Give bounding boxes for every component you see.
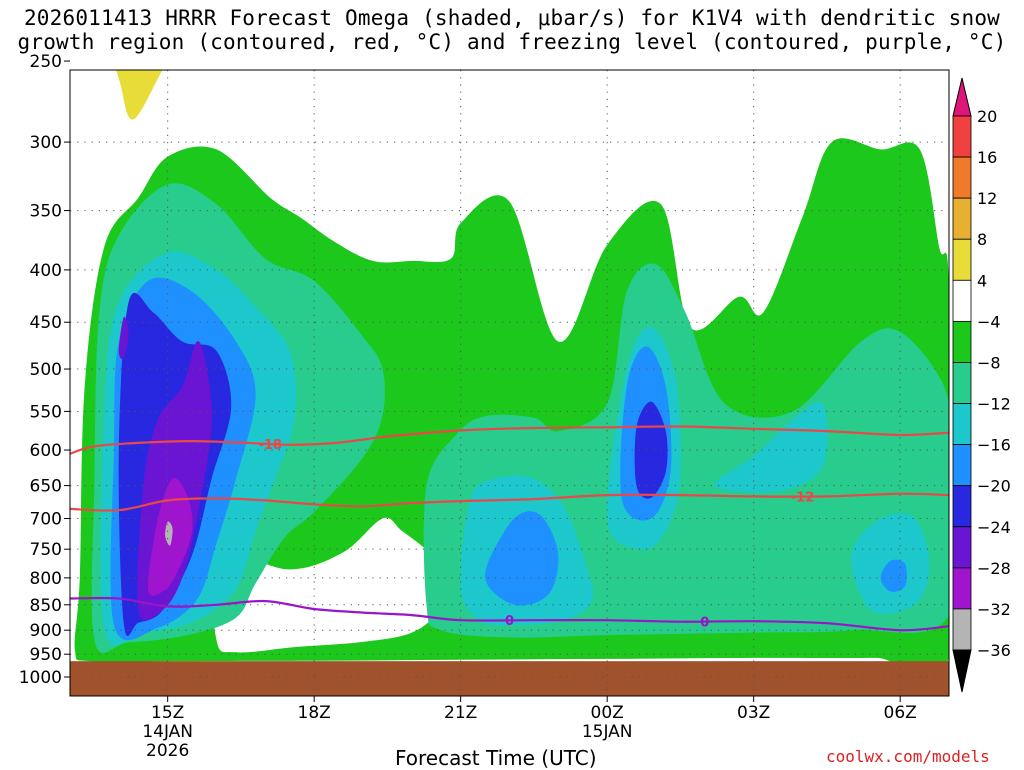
credit-text: coolwx.com/models xyxy=(826,747,990,766)
colorbar-bin-12 xyxy=(952,567,972,610)
y-tick-label-650: 650 xyxy=(30,477,62,497)
x-tick-date-00Z: 15JAN xyxy=(582,722,633,742)
x-tick-label-18Z: 18Z xyxy=(298,703,331,723)
chart-title: 2026011413 HRRR Forecast Omega (shaded, … xyxy=(0,6,1024,54)
colorbar-tick-2: 12 xyxy=(977,189,997,208)
omega-region-neg34-20 xyxy=(165,521,173,546)
y-tick-label-700: 700 xyxy=(30,510,62,530)
y-tick-label-500: 500 xyxy=(30,360,62,380)
colorbar-bin-3 xyxy=(952,197,972,240)
omega-region-6-0 xyxy=(115,70,163,120)
omega-region-neg26-18 xyxy=(118,316,129,360)
colorbar-bin-9 xyxy=(952,444,972,487)
colorbar-bin-2 xyxy=(952,156,972,199)
colorbar-tick-10: −24 xyxy=(977,518,1011,537)
y-tick-label-800: 800 xyxy=(30,569,62,589)
surface-terrain xyxy=(70,661,949,696)
colorbar-bin-6 xyxy=(952,320,972,363)
colorbar-tick-11: −28 xyxy=(977,559,1011,578)
y-tick-label-950: 950 xyxy=(30,645,62,665)
contour-0 xyxy=(70,596,949,632)
x-tick-date-15Z: 14JAN xyxy=(142,722,193,742)
contour-neg18 xyxy=(70,425,949,455)
colorbar-arrow-top xyxy=(952,77,972,117)
colorbar-tick-0: 20 xyxy=(977,107,997,126)
colorbar-tick-9: −20 xyxy=(977,477,1011,496)
colorbar-bin-10 xyxy=(952,485,972,528)
colorbar-tick-8: −16 xyxy=(977,436,1011,455)
contour-label-neg18-0: -18 xyxy=(258,438,282,453)
colorbar-tick-12: −32 xyxy=(977,600,1011,619)
y-tick-label-400: 400 xyxy=(30,261,62,281)
x-tick-label-15Z: 15Z xyxy=(151,703,184,723)
colorbar-bin-1 xyxy=(952,115,972,158)
colorbar-bin-13 xyxy=(952,608,972,651)
x-tick-label-00Z: 00Z xyxy=(591,703,624,723)
y-tick-label-1000: 1000 xyxy=(19,668,62,688)
y-tick-label-300: 300 xyxy=(30,133,62,153)
colorbar-tick-13: −36 xyxy=(977,641,1011,660)
y-tick-label-900: 900 xyxy=(30,621,62,641)
title-line-1: 2026011413 HRRR Forecast Omega (shaded, … xyxy=(23,6,1001,30)
omega-region-neg18-12 xyxy=(484,511,559,606)
pressure-axis: 250 300 350 400 450 500 550 600 650 700 750 800 850 9… xyxy=(19,52,70,688)
y-tick-label-450: 450 xyxy=(30,313,62,333)
y-tick-label-350: 350 xyxy=(30,202,62,222)
colorbar-tick-5: −4 xyxy=(977,312,1001,331)
x-tick-label-03Z: 03Z xyxy=(737,703,770,723)
y-tick-label-600: 600 xyxy=(30,441,62,461)
plot-frame xyxy=(69,69,950,697)
x-axis-label: Forecast Time (UTC) xyxy=(395,746,597,770)
colorbar: 20 16 12 8 4 −4 −8 −12 −16 −20 −24 −28 −32 −36 xyxy=(952,77,1011,693)
omega-region-neg6-3 xyxy=(210,517,452,653)
colorbar-arrow-bottom xyxy=(952,649,972,693)
omega-region-neg14-9 xyxy=(714,402,828,493)
colorbar-tick-1: 16 xyxy=(977,148,997,167)
y-tick-label-850: 850 xyxy=(30,596,62,616)
colorbar-tick-3: 8 xyxy=(977,230,987,249)
colorbar-bin-7 xyxy=(952,362,972,404)
y-tick-label-550: 550 xyxy=(30,402,62,422)
colorbar-bin-11 xyxy=(952,526,972,569)
colorbar-bin-8 xyxy=(952,403,972,446)
colorbar-bin-4 xyxy=(952,238,972,281)
x-tick-year-15Z: 2026 xyxy=(146,741,189,761)
contour-neg12 xyxy=(70,492,949,512)
temperature-contours: -18 -12 0 0 xyxy=(70,425,949,632)
y-tick-label-250: 250 xyxy=(30,52,62,72)
contour-label-neg12-0: -12 xyxy=(791,490,815,505)
y-tick-label-750: 750 xyxy=(30,540,62,560)
title-line-2: growth region (contoured, red, °C) and f… xyxy=(17,30,1007,54)
colorbar-tick-6: −8 xyxy=(977,353,1001,372)
colorbar-tick-4: 4 xyxy=(977,271,987,290)
grid-lines xyxy=(70,70,949,696)
contour-label-0-1: 0 xyxy=(700,616,709,631)
colorbar-tick-7: −12 xyxy=(977,395,1011,414)
colorbar-bin-5 xyxy=(952,279,972,322)
contour-label-0-0: 0 xyxy=(505,614,514,629)
x-tick-label-06Z: 06Z xyxy=(884,703,917,723)
omega-shading xyxy=(70,70,949,696)
x-tick-label-21Z: 21Z xyxy=(444,703,477,723)
